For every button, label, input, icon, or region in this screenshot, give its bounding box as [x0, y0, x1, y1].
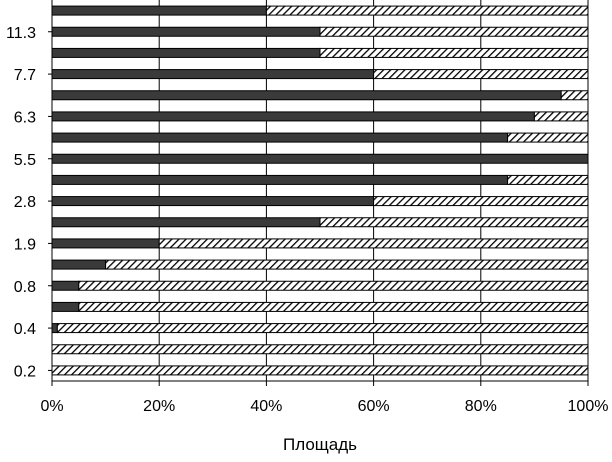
x-tick-label: 100%	[568, 398, 609, 415]
y-tick-label: 2.8	[14, 194, 36, 211]
x-tick-label: 60%	[358, 398, 390, 415]
y-tick-label: 11.3	[6, 25, 36, 42]
y-tick-label: 0.4	[14, 321, 36, 338]
y-tick-labels: 11.3 7.7 6.3 5.5 2.8 1.9 0.8 0.4 0.2	[6, 25, 36, 381]
bar-segment-hatched	[265, 5, 589, 16]
y-tick-label: 1.9	[14, 236, 36, 253]
bar-segment-hatched	[78, 301, 589, 312]
bar-segment-solid	[51, 26, 321, 37]
bar-segment-solid	[51, 280, 80, 291]
bar-segment-hatched	[507, 132, 589, 143]
bar-segment-hatched	[105, 259, 589, 270]
x-tick-label: 0%	[40, 398, 63, 415]
bar-segment-solid	[51, 323, 58, 334]
bar-segment-hatched	[78, 280, 589, 291]
x-axis-title: Площадь	[283, 435, 357, 454]
bar-segment-hatched	[533, 111, 589, 122]
bar-segment-solid	[51, 5, 267, 16]
bar-segment-hatched	[51, 344, 589, 355]
bar-segment-solid	[51, 111, 535, 122]
y-tick-label: 6.3	[14, 109, 36, 126]
bar-segment-solid	[51, 90, 562, 101]
bar-segment-hatched	[373, 196, 589, 207]
bar-segment-solid	[51, 132, 509, 143]
bar-segment-solid	[51, 301, 80, 312]
bar-segment-hatched	[319, 47, 589, 58]
axes	[48, 0, 589, 386]
x-tick-label: 80%	[465, 398, 497, 415]
y-tick-label: 0.8	[14, 279, 36, 296]
bar-segment-solid	[51, 153, 589, 164]
x-tick-label: 20%	[143, 398, 175, 415]
bar-segment-solid	[51, 238, 160, 249]
bar-segment-hatched	[158, 238, 589, 249]
bar-segment-solid	[51, 69, 375, 80]
bar-segment-solid	[51, 174, 509, 185]
bar-segment-solid	[51, 47, 321, 58]
bar-segment-hatched	[560, 90, 589, 101]
bar-segment-hatched	[319, 26, 589, 37]
y-tick-label: 5.5	[14, 152, 36, 169]
bar-segment-hatched	[373, 69, 589, 80]
y-tick-label: 0.2	[14, 363, 36, 380]
bar-segment-hatched	[51, 365, 589, 376]
y-tick-label: 7.7	[14, 67, 36, 84]
x-tick-label: 40%	[250, 398, 282, 415]
bar-segment-hatched	[507, 174, 589, 185]
bar-segment-solid	[51, 217, 321, 228]
x-tick-labels: 0% 20% 40% 60% 80% 100%	[40, 398, 608, 415]
bar-segment-solid	[51, 259, 107, 270]
bar-segment-hatched	[56, 323, 589, 334]
bar-segment-hatched	[319, 217, 589, 228]
grid-lines	[158, 0, 589, 381]
bar-segment-solid	[51, 196, 375, 207]
bars	[51, 5, 589, 376]
